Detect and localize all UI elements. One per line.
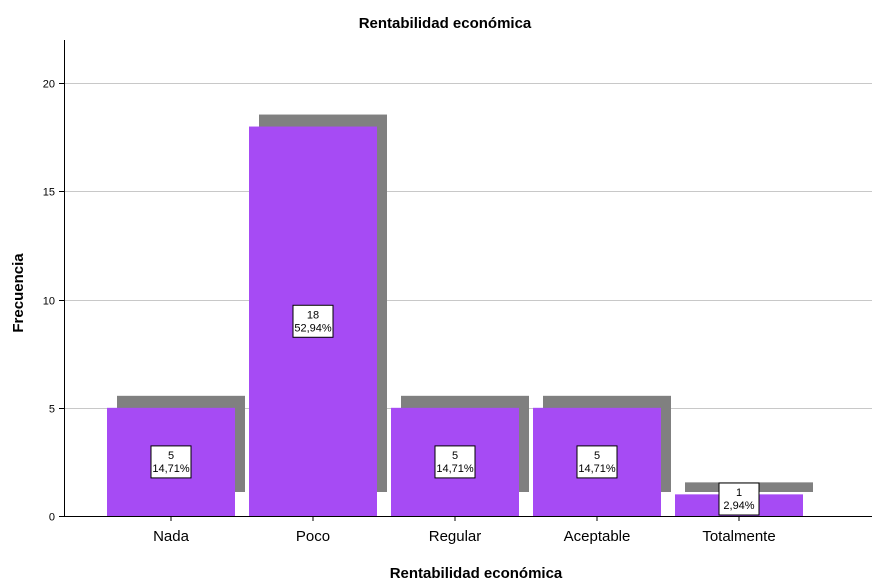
data-label-count: 5	[452, 450, 458, 462]
data-label-count: 5	[594, 450, 600, 462]
x-tick-label: Regular	[429, 528, 482, 545]
x-tick-labels: Nada Poco Regular Aceptable Totalmente	[153, 516, 776, 545]
y-tick-label: 20	[43, 79, 55, 91]
data-label-percent: 14,71%	[152, 463, 190, 475]
y-axis-title: Frecuencia	[10, 253, 27, 333]
axes	[64, 40, 872, 517]
y-ticks: 0 5 10 15 20	[43, 79, 64, 524]
y-tick-label: 10	[43, 296, 55, 308]
x-tick-label: Poco	[296, 528, 330, 545]
data-label-percent: 14,71%	[578, 463, 616, 475]
data-label-count: 18	[307, 309, 319, 321]
data-label-count: 1	[736, 487, 742, 499]
data-label-box	[292, 304, 334, 338]
data-label-box	[150, 445, 192, 479]
data-label-percent: 14,71%	[436, 463, 474, 475]
y-tick-label: 0	[49, 512, 55, 524]
data-label-percent: 2,94%	[723, 500, 754, 512]
chart-title: Rentabilidad económica	[359, 15, 532, 32]
bars	[107, 114, 813, 516]
data-label-count: 5	[168, 450, 174, 462]
x-tick-label: Nada	[153, 528, 190, 545]
gridlines	[64, 83, 872, 409]
data-label-box	[434, 445, 476, 479]
x-axis-title: Rentabilidad económica	[390, 565, 563, 582]
x-tick-label: Aceptable	[564, 528, 631, 545]
y-tick-label: 5	[49, 404, 55, 416]
data-label-percent: 52,94%	[294, 322, 332, 334]
y-tick-label: 15	[43, 187, 55, 199]
data-label-box	[718, 482, 760, 516]
data-label-box	[576, 445, 618, 479]
x-tick-label: Totalmente	[702, 528, 775, 545]
